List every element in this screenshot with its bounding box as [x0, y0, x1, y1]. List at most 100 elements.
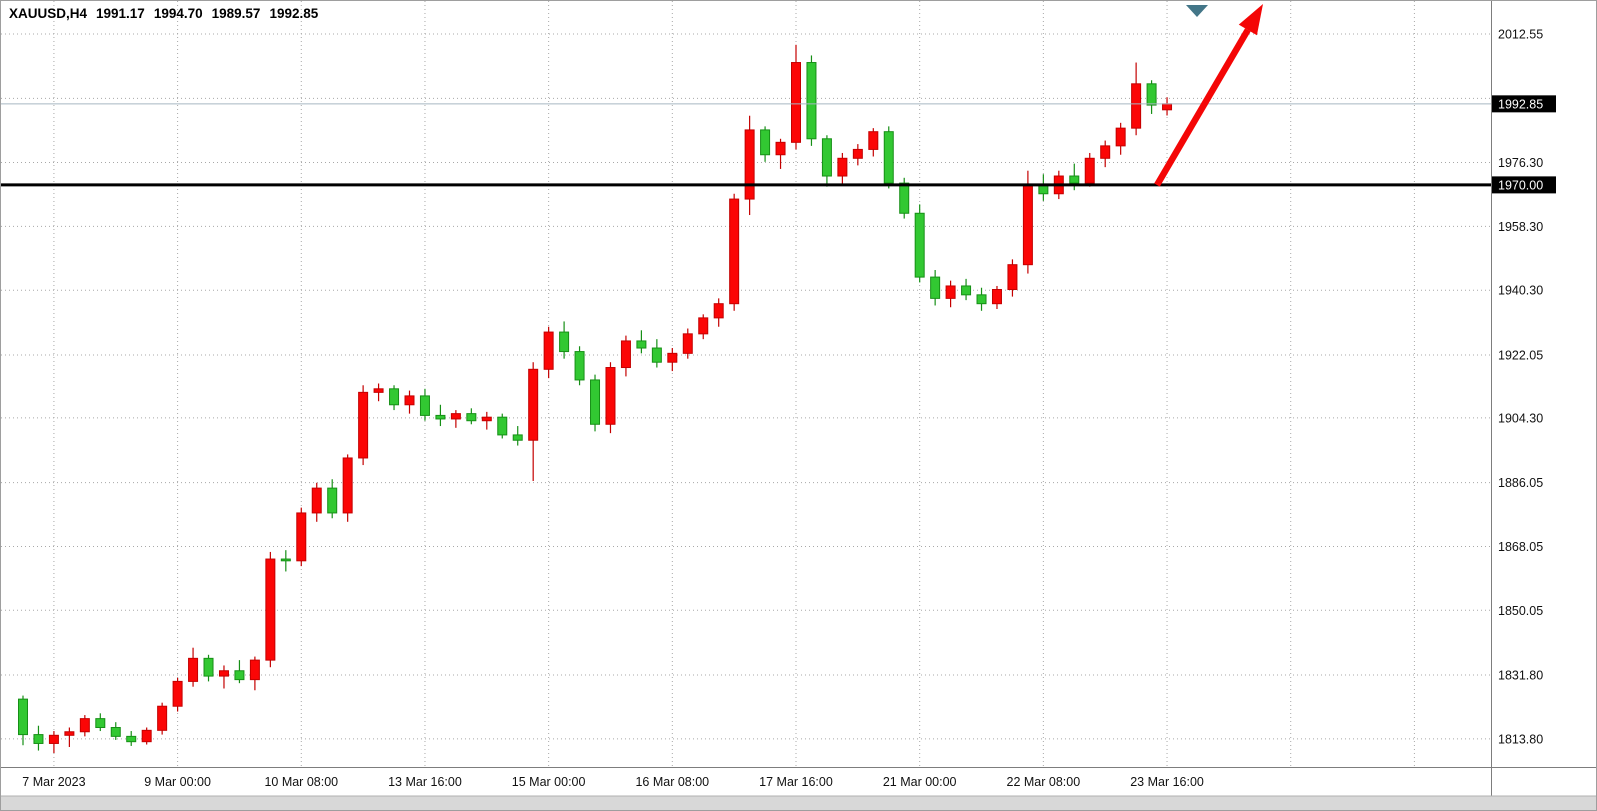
candle — [327, 479, 338, 519]
candle — [806, 55, 817, 146]
candle-body — [265, 558, 276, 661]
candle-body — [976, 294, 987, 305]
candle — [605, 362, 616, 434]
price-tick-label: 1813.80 — [1498, 732, 1543, 746]
candle — [667, 348, 678, 372]
candle-body — [620, 340, 631, 369]
candle — [342, 454, 353, 522]
candle-body — [543, 331, 554, 370]
candle — [48, 731, 59, 754]
candle-body — [559, 331, 570, 353]
trend-arrow-head — [1238, 4, 1263, 36]
candle — [961, 278, 972, 301]
candle-body — [682, 333, 693, 354]
price-axis-labels[interactable]: 2012.55 1976.30 1958.30 1940.30 1922.05 1904.… — [1498, 27, 1543, 746]
candle-body — [373, 388, 384, 393]
candle — [713, 298, 724, 327]
candle — [435, 404, 446, 427]
time-axis-labels[interactable]: 7 Mar 2023 9 Mar 00:00 10 Mar 08:00 13 Mar … — [22, 775, 1204, 789]
price-tick-label: 1886.05 — [1498, 476, 1543, 490]
candle-body — [234, 670, 245, 681]
candle-body — [837, 157, 848, 177]
price-tick-label: 1940.30 — [1498, 284, 1543, 298]
candle-body — [141, 729, 152, 743]
candle-body — [157, 705, 168, 731]
candle-body — [280, 558, 291, 562]
candle — [79, 715, 90, 737]
candle-body — [821, 138, 832, 177]
candle-body — [1022, 184, 1033, 266]
candle-body — [95, 718, 106, 729]
trend-arrow-object[interactable] — [1154, 4, 1263, 187]
candle-body — [744, 129, 755, 200]
candle-body — [450, 413, 461, 420]
price-badge-bg — [1492, 176, 1556, 194]
price-axis-panel[interactable] — [1491, 1, 1597, 811]
candle — [404, 390, 415, 414]
candle-body — [930, 276, 941, 299]
candle — [1131, 62, 1142, 136]
candle-body — [404, 395, 415, 406]
price-tick-label: 1904.30 — [1498, 411, 1543, 425]
candles — [18, 44, 1173, 754]
candle — [141, 727, 152, 745]
candle-body — [48, 734, 59, 744]
candle-body — [605, 367, 616, 425]
candle-body — [18, 698, 28, 736]
candle — [682, 328, 693, 359]
candle — [868, 128, 879, 157]
candle-body — [249, 659, 260, 681]
marker-layer — [1186, 5, 1208, 17]
candle — [126, 731, 137, 746]
candle-body — [667, 352, 678, 363]
candle-body — [914, 212, 925, 278]
candle — [744, 115, 755, 216]
candle-body — [698, 317, 709, 335]
candle-body — [528, 368, 539, 441]
time-tick-label: 22 Mar 08:00 — [1007, 775, 1081, 789]
candle — [512, 426, 523, 446]
candle — [466, 408, 477, 425]
price-tick-label: 1868.05 — [1498, 540, 1543, 554]
candle-body — [1100, 145, 1111, 159]
candle — [528, 362, 539, 482]
candle — [559, 321, 570, 359]
candle-body — [729, 198, 740, 305]
candle-body — [33, 734, 44, 744]
top-marker-triangle[interactable] — [1186, 5, 1208, 17]
candle-body — [883, 131, 894, 184]
candle-body — [311, 487, 322, 514]
candle — [698, 314, 709, 340]
candle — [590, 374, 601, 432]
candle — [157, 702, 168, 735]
candle — [574, 346, 585, 386]
candle — [791, 44, 801, 150]
candle — [95, 713, 106, 732]
candle — [373, 383, 384, 402]
candle — [389, 385, 400, 411]
quote-high: 1994.70 — [153, 6, 203, 21]
candle-body — [760, 129, 771, 156]
candle-body — [636, 340, 647, 349]
price-tick-label: 1976.30 — [1498, 156, 1543, 170]
time-tick-label: 23 Mar 16:00 — [1130, 775, 1204, 789]
price-tick-label: 1922.05 — [1498, 348, 1543, 362]
candle-body — [296, 512, 307, 562]
grid — [1, 1, 1491, 767]
trend-arrow-shaft — [1154, 28, 1251, 187]
candle-body — [806, 62, 817, 140]
candle-body — [1162, 103, 1173, 111]
candle-body — [899, 182, 910, 214]
candle-body — [945, 285, 956, 299]
time-tick-label: 9 Mar 00:00 — [144, 775, 211, 789]
price-tick-label: 1831.80 — [1498, 669, 1543, 683]
candle-body — [1115, 127, 1126, 147]
time-tick-label: 16 Mar 08:00 — [635, 775, 709, 789]
candle — [620, 335, 631, 377]
candle — [914, 204, 925, 283]
time-tick-label: 21 Mar 00:00 — [883, 775, 957, 789]
candle — [651, 339, 662, 368]
candle — [1084, 152, 1095, 187]
